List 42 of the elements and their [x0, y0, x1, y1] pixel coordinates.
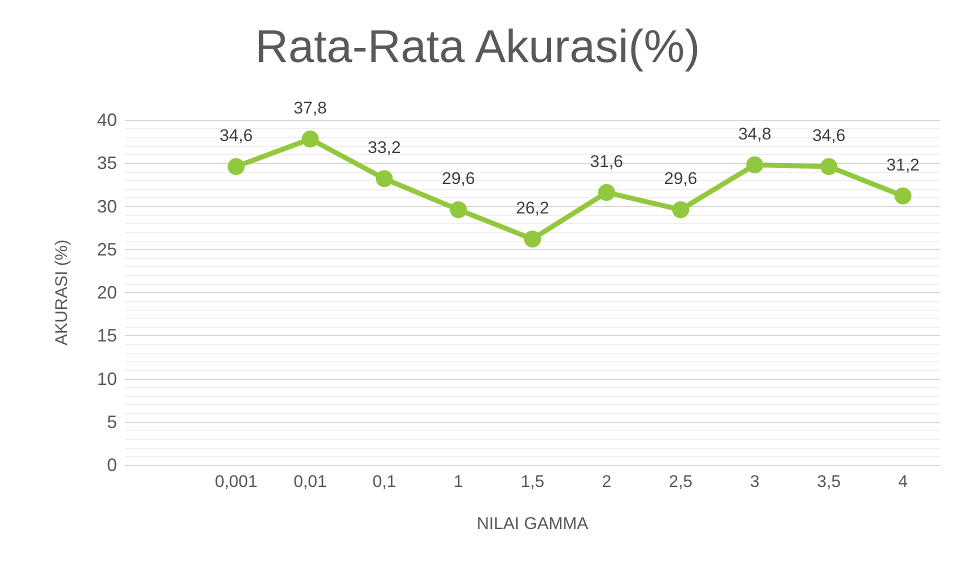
data-label: 37,8: [294, 98, 327, 118]
x-tick-label: 3,5: [817, 472, 841, 491]
data-label: 33,2: [368, 138, 401, 158]
y-tick-label: 15: [96, 326, 117, 346]
y-tick-label: 40: [96, 110, 117, 130]
data-label: 29,6: [442, 169, 475, 188]
point: [228, 158, 245, 176]
point: [302, 130, 319, 148]
data-label: 34,6: [220, 126, 253, 146]
point: [746, 156, 764, 174]
x-axis-title: NILAI GAMMA: [476, 514, 589, 533]
x-tick-label: 1,5: [520, 472, 544, 491]
x-tick-label: 3: [750, 472, 760, 491]
y-tick-label: 0: [106, 455, 117, 475]
point: [672, 201, 690, 218]
x-tick-label: 0,001: [214, 472, 258, 491]
data-label: 26,2: [516, 198, 550, 218]
data-label: 34,8: [738, 124, 772, 144]
y-tick-label: 35: [96, 153, 117, 174]
x-tick-label: 2: [602, 472, 612, 491]
point: [450, 201, 467, 218]
y-tick-label: 30: [96, 196, 117, 216]
x-tick-label: 1: [454, 472, 464, 491]
data-label: 31,2: [886, 155, 920, 174]
data-label: 31,6: [590, 152, 624, 171]
y-axis-title: AKURASI (%): [52, 240, 71, 346]
data-label: 34,6: [812, 126, 846, 146]
y-tick-label: 10: [96, 368, 117, 389]
y-tick-label: 20: [96, 282, 117, 302]
point: [524, 230, 541, 248]
point: [598, 184, 616, 201]
x-tick-label: 2,5: [668, 472, 692, 491]
x-tick-label: 4: [898, 472, 908, 491]
point: [376, 170, 393, 188]
point: [894, 187, 912, 204]
y-tick-label: 5: [106, 412, 117, 432]
x-tick-label: 0,01: [294, 472, 327, 491]
x-tick-label: 0,1: [372, 472, 396, 491]
data-label: 29,6: [664, 169, 698, 188]
point: [820, 158, 838, 176]
y-tick-label: 25: [96, 239, 117, 260]
chart-title: Rata-Rata Akurasi(%): [255, 20, 700, 72]
